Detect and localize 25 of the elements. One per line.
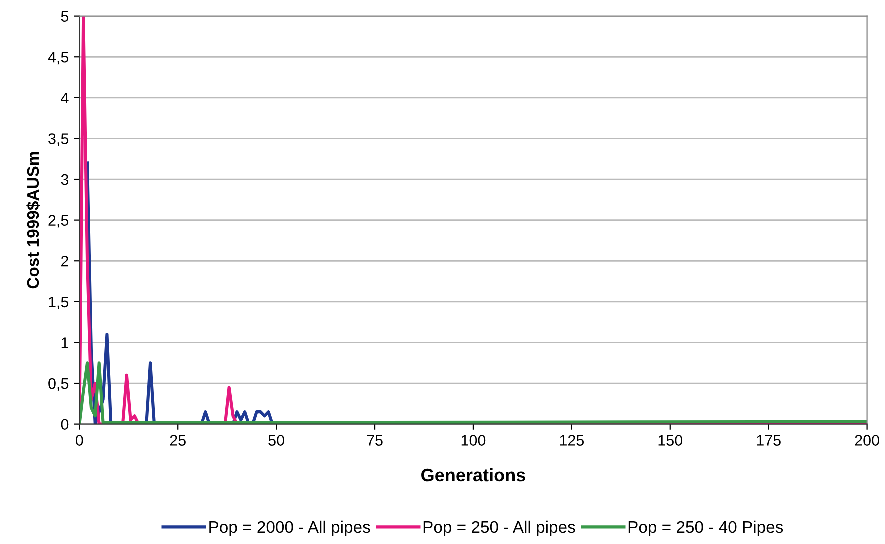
x-tick-label: 150 bbox=[658, 435, 683, 446]
x-tick-label: 125 bbox=[560, 435, 584, 446]
y-tick-label: 4 bbox=[61, 92, 69, 104]
legend-label: Pop = 2000 - All pipes bbox=[210, 520, 370, 536]
y-tick-label: 1,5 bbox=[49, 296, 69, 310]
y-tick-label: 0 bbox=[61, 419, 69, 430]
y-tick-label: 3,5 bbox=[48, 134, 69, 146]
y-tick-label: 2,5 bbox=[48, 215, 69, 228]
x-tick-label: 0 bbox=[76, 435, 84, 446]
x-tick-label: 75 bbox=[367, 435, 383, 446]
x-tick-label: 100 bbox=[462, 435, 486, 446]
y-tick-label: 5 bbox=[61, 11, 69, 22]
y-tick-label: 4,5 bbox=[48, 52, 69, 65]
x-axis-title: Generations bbox=[422, 468, 526, 482]
y-tick-label: 2 bbox=[62, 256, 68, 267]
legend-label: Pop = 250 - All pipes bbox=[424, 520, 576, 536]
y-tick-label: 3 bbox=[61, 174, 69, 186]
x-tick-label: 50 bbox=[268, 435, 284, 446]
y-axis-title: Cost 1999$AUSm bbox=[26, 152, 40, 289]
legend-label: Pop = 250 - 40 Pipes bbox=[628, 520, 784, 536]
x-tick-label: 200 bbox=[855, 435, 880, 446]
y-tick-label: 0,5 bbox=[48, 378, 69, 392]
x-tick-label: 175 bbox=[757, 435, 781, 446]
y-tick-label: 1 bbox=[62, 338, 68, 348]
x-tick-label: 25 bbox=[170, 435, 186, 446]
